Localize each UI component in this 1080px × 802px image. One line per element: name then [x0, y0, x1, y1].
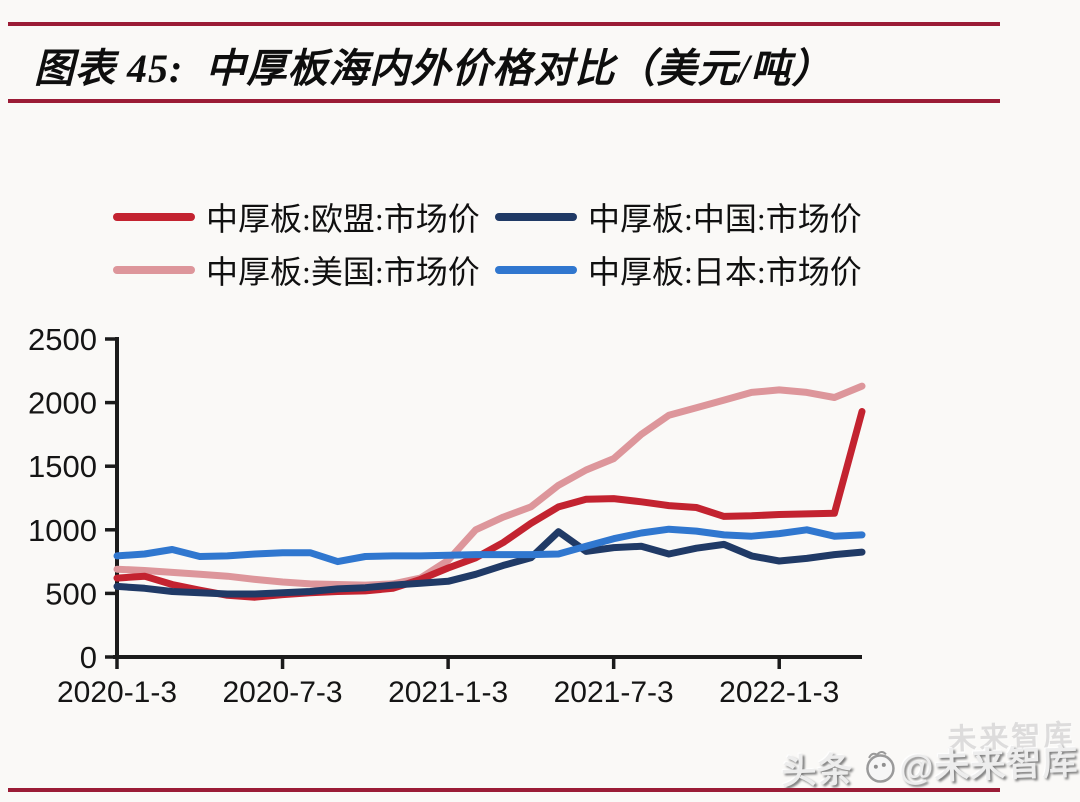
- series-line-1: [113, 528, 866, 598]
- x-tick-label: 2022-1-3: [719, 676, 839, 709]
- legend-item-jp: 中厚板:日本:市场价: [495, 249, 862, 291]
- legend-swatch-us-icon: [113, 266, 195, 274]
- legend-swatch-eu-icon: [113, 213, 195, 221]
- legend-item-eu: 中厚板:欧盟:市场价: [113, 196, 480, 238]
- watermark-logo-icon: [866, 750, 895, 783]
- y-tick-label: 1000: [28, 513, 97, 548]
- y-tick-label: 2000: [28, 386, 97, 421]
- legend-swatch-jp-icon: [495, 266, 577, 274]
- legend-item-cn: 中厚板:中国:市场价: [495, 196, 862, 238]
- watermark-main: 头条 @未来智库: [780, 734, 1079, 795]
- x-tick-label: 2021-7-3: [554, 676, 674, 709]
- watermark: 未来智库 头条 @未来智库: [781, 712, 1080, 799]
- legend-label-cn: 中厚板:中国:市场价: [588, 201, 862, 237]
- y-tick-label: 0: [80, 640, 97, 675]
- series-line-3: [113, 525, 866, 566]
- legend-item-us: 中厚板:美国:市场价: [113, 249, 480, 291]
- watermark-brand-text: 头条: [780, 750, 855, 792]
- legend-label-eu: 中厚板:欧盟:市场价: [206, 201, 480, 237]
- legend-label-jp: 中厚板:日本:市场价: [588, 254, 862, 290]
- figure-title: 图表 45: 中厚板海内外价格对比（美元/吨）: [34, 46, 833, 91]
- title-bottom-rule: [8, 99, 1000, 103]
- watermark-handle-text: @未来智库: [898, 742, 1080, 788]
- legend-swatch-cn-icon: [495, 213, 577, 221]
- x-tick-label: 2021-1-3: [388, 676, 508, 709]
- footer-rule: [8, 788, 1000, 792]
- y-tick-label: 500: [45, 576, 97, 611]
- x-tick-label: 2020-7-3: [223, 676, 343, 709]
- x-tick-label: 2020-1-3: [57, 676, 177, 709]
- legend-label-us: 中厚板:美国:市场价: [206, 254, 480, 290]
- series-line-2: [113, 382, 866, 589]
- y-tick-label: 2500: [28, 322, 97, 357]
- y-tick-label: 1500: [28, 449, 97, 484]
- title-top-rule: [8, 22, 1000, 26]
